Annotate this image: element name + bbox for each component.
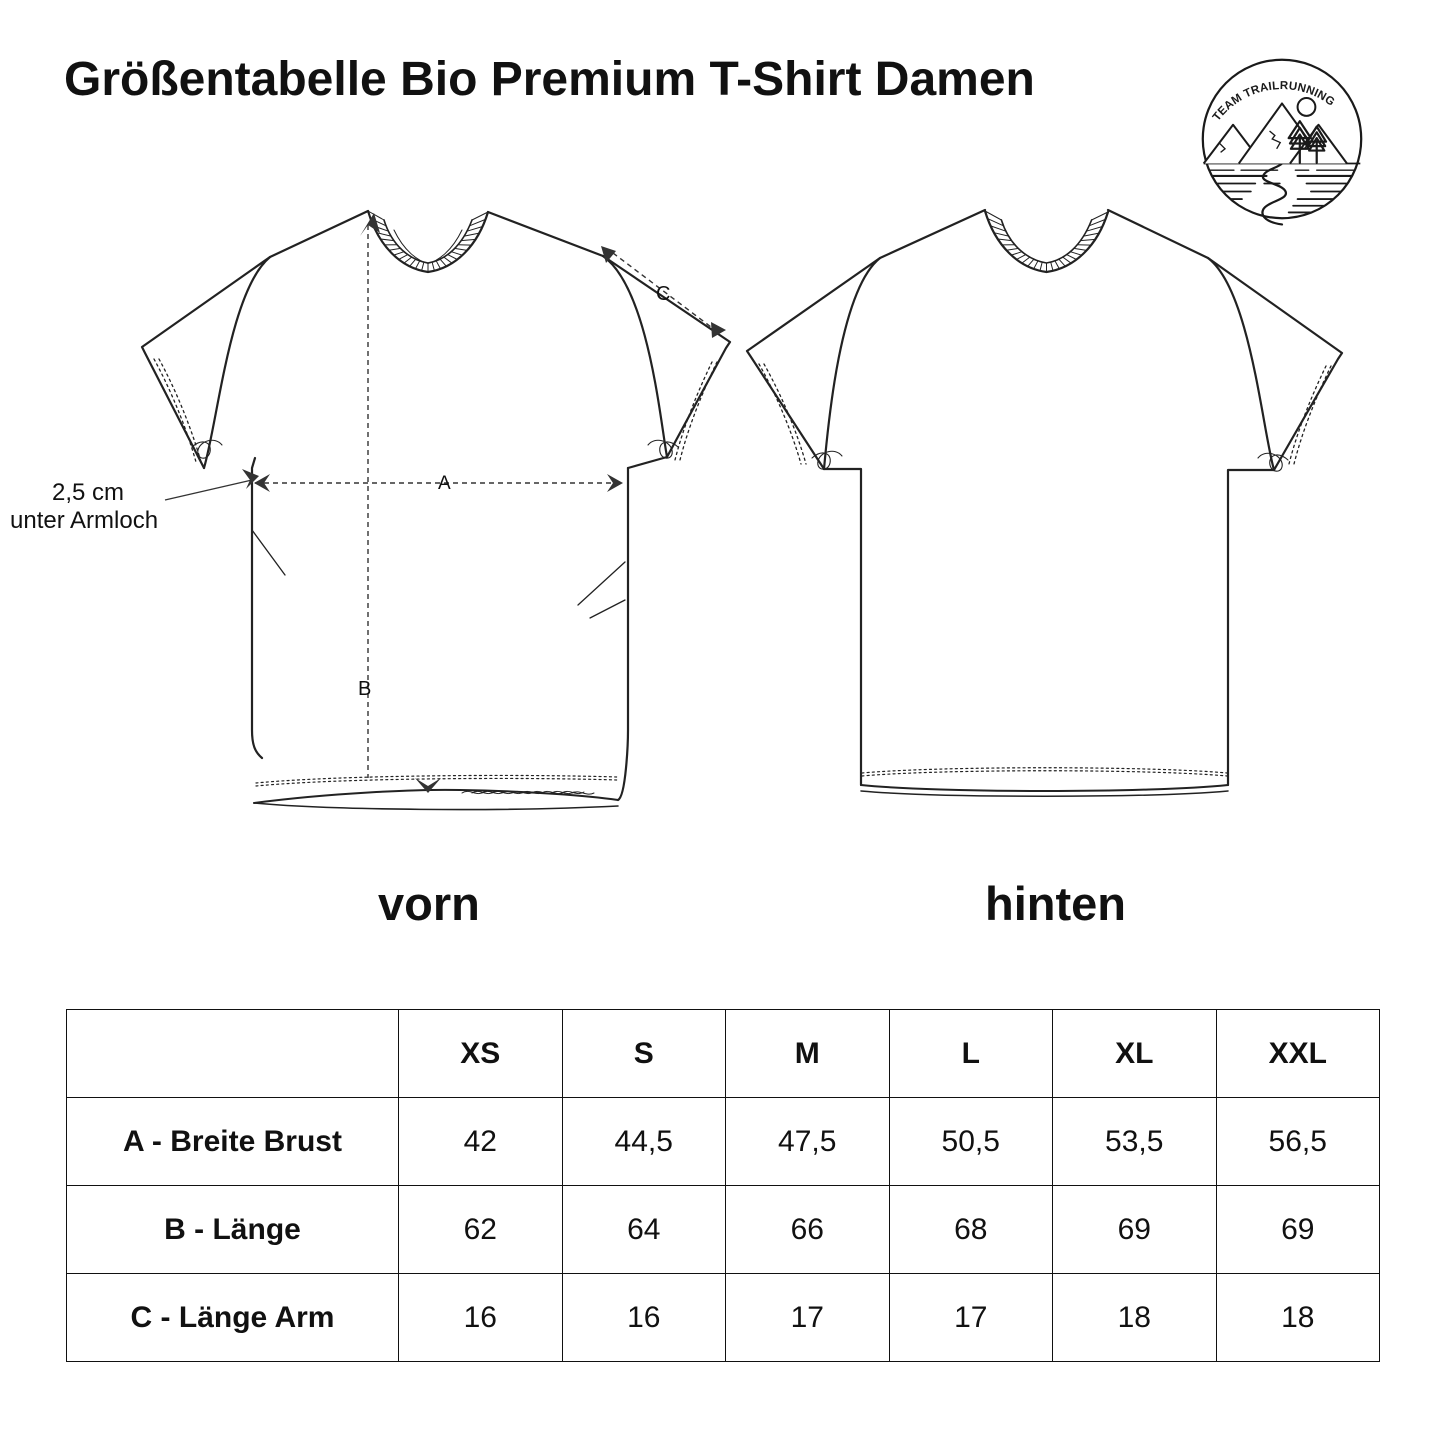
svg-text:2,5 cm: 2,5 cm — [52, 479, 124, 506]
svg-text:B: B — [358, 678, 371, 700]
svg-text:unter Armloch: unter Armloch — [10, 507, 158, 534]
svg-text:C: C — [656, 283, 670, 305]
svg-text:A: A — [438, 473, 451, 494]
